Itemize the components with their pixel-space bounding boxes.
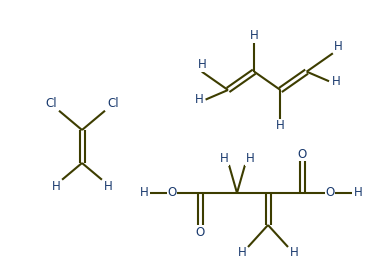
Text: H: H — [332, 75, 340, 88]
Text: H: H — [140, 187, 148, 200]
Text: O: O — [325, 187, 335, 200]
Text: H: H — [276, 119, 285, 132]
Text: H: H — [195, 93, 204, 106]
Text: O: O — [168, 187, 177, 200]
Text: H: H — [354, 187, 362, 200]
Text: H: H — [197, 58, 206, 71]
Text: H: H — [245, 153, 254, 165]
Text: H: H — [220, 153, 229, 165]
Text: H: H — [103, 180, 112, 193]
Text: H: H — [52, 180, 61, 193]
Text: O: O — [195, 225, 205, 239]
Text: Cl: Cl — [107, 97, 119, 110]
Text: H: H — [334, 40, 342, 53]
Text: H: H — [250, 29, 259, 42]
Text: Cl: Cl — [45, 97, 57, 110]
Text: O: O — [297, 148, 306, 160]
Text: H: H — [238, 245, 246, 259]
Text: H: H — [290, 245, 298, 259]
